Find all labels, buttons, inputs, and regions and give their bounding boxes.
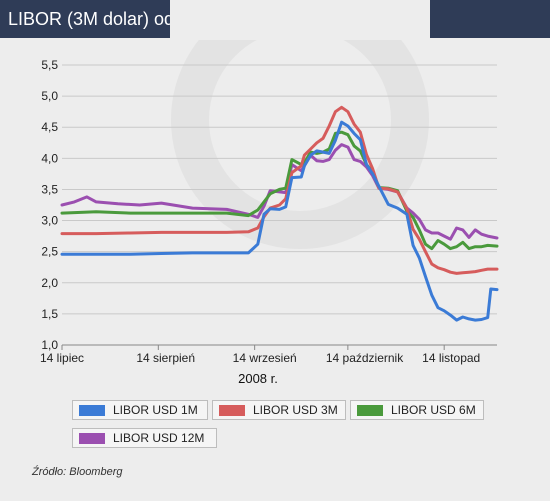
series-line-usd3m [60, 105, 499, 275]
y-tick-label: 2,0 [41, 276, 58, 290]
series-lines [60, 105, 499, 322]
legend-swatch-usd1m [79, 404, 105, 416]
x-tick-label: 14 listopad [422, 351, 480, 365]
y-tick-label: 3,0 [41, 214, 58, 228]
y-tick-label: 1,0 [41, 338, 58, 352]
legend-label-usd6m: LIBOR USD 6M [391, 403, 476, 417]
legend-label-usd12m: LIBOR USD 12M [113, 431, 205, 445]
y-axis: 1,0 1,5 2,0 2,5 3,0 3,5 4,0 4,5 5,0 5,5 [41, 58, 58, 352]
series-line-usd12m [60, 143, 499, 241]
legend-swatch-usd6m [357, 404, 383, 416]
y-tick-label: 1,5 [41, 307, 58, 321]
y-tick-label: 2,5 [41, 245, 58, 259]
legend-swatch-usd3m [219, 404, 245, 416]
legend-item-usd1m: LIBOR USD 1M [72, 400, 208, 420]
x-axis-title: 2008 r. [238, 371, 278, 386]
x-tick-label: 14 październik [326, 351, 404, 365]
source-note: Źródło: Bloomberg [32, 466, 123, 478]
legend-item-usd3m: LIBOR USD 3M [212, 400, 346, 420]
y-tick-label: 4,0 [41, 151, 58, 165]
watermark-logo [170, 0, 430, 249]
legend-label-usd3m: LIBOR USD 3M [253, 403, 338, 417]
legend-item-usd12m: LIBOR USD 12M [72, 428, 217, 448]
x-tick-label: 14 lipiec [40, 351, 84, 365]
line-chart: 1,0 1,5 2,0 2,5 3,0 3,5 4,0 4,5 5,0 5,5 14 lipiec… [40, 58, 499, 386]
y-tick-label: 5,0 [41, 89, 58, 103]
series-line-usd1m [60, 120, 499, 322]
legend-item-usd6m: LIBOR USD 6M [350, 400, 484, 420]
legend-swatch-usd12m [79, 432, 105, 444]
legend-label-usd1m: LIBOR USD 1M [113, 403, 198, 417]
y-tick-label: 4,5 [41, 120, 58, 134]
x-tick-label: 14 wrzesień [233, 351, 297, 365]
y-tick-label: 3,5 [41, 182, 58, 196]
series-line-usd6m [60, 130, 499, 251]
x-axis: 14 lipiec 14 sierpień 14 wrzesień 14 paździ… [40, 344, 497, 365]
x-tick-label: 14 sierpień [136, 351, 195, 365]
y-tick-label: 5,5 [41, 58, 58, 72]
